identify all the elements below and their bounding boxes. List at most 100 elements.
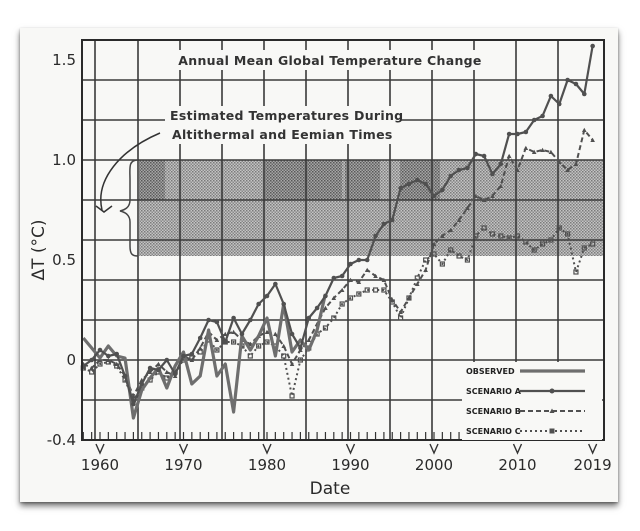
data-point-scenario-b [323, 305, 328, 310]
legend-label-observed: OBSERVED [466, 367, 515, 376]
legend-box [462, 362, 602, 440]
data-point-scenario-b [431, 241, 437, 246]
data-point-scenario-c [473, 233, 479, 239]
data-point-scenario-a [122, 373, 128, 379]
data-point-scenario-a [582, 91, 587, 97]
data-point-scenario-b [264, 329, 270, 334]
data-point-scenario-a [364, 257, 370, 263]
x-axis-tick-labels: 1960 1970 1980 1990 2000 2010 2019 [81, 443, 612, 474]
data-point-scenario-a [331, 275, 337, 281]
x-tick-label: 1960 [81, 456, 119, 474]
data-point-scenario-b [523, 145, 529, 150]
data-point-scenario-b [515, 167, 520, 172]
data-point-scenario-a [323, 293, 328, 299]
data-point-scenario-a [548, 93, 554, 99]
data-point-scenario-b [548, 149, 554, 154]
series-line-scenario-c [82, 227, 594, 401]
annotation-background [165, 106, 400, 144]
data-point-scenario-b [498, 183, 504, 188]
data-point-scenario-c [89, 369, 95, 375]
y-axis-tick-labels: 1.5 1.0 0.5 0 -0.4 [47, 51, 76, 449]
data-point-scenario-b [506, 153, 512, 158]
data-point-scenario-c [581, 245, 587, 251]
data-point-scenario-a [222, 339, 228, 345]
data-point-scenario-b [97, 357, 103, 362]
data-point-scenario-b [306, 337, 312, 342]
data-point-scenario-c [331, 315, 337, 321]
legend-label-scenario-b: SCENARIO B [466, 407, 521, 416]
data-point-scenario-a [214, 319, 220, 325]
shaded-band-dark-patch [265, 160, 342, 200]
data-point-scenario-a [164, 357, 170, 363]
y-tick-label: 0.5 [52, 251, 76, 269]
data-point-scenario-a [381, 221, 387, 227]
x-tick-marker [429, 443, 439, 455]
data-point-scenario-c [514, 233, 521, 239]
data-point-scenario-a [106, 353, 111, 359]
x-tick-label: 1970 [164, 456, 202, 474]
data-point-scenario-b [222, 331, 228, 336]
data-point-scenario-a [440, 187, 445, 193]
data-point-scenario-c [448, 247, 454, 253]
data-point-scenario-a [373, 233, 378, 239]
y-tick-label: 0 [66, 351, 76, 369]
x-tick-label: 1980 [248, 456, 286, 474]
data-point-scenario-a [314, 305, 320, 311]
data-point-scenario-a [147, 365, 153, 371]
x-tick-marker [512, 443, 523, 455]
data-point-scenario-a [531, 117, 537, 123]
data-point-scenario-b [114, 361, 119, 366]
data-point-scenario-a [239, 331, 245, 337]
data-point-scenario-a [515, 131, 520, 137]
data-point-scenario-b [573, 161, 579, 166]
data-point-scenario-a [540, 113, 545, 119]
data-point-scenario-a [231, 315, 236, 321]
x-tick-marker [178, 443, 189, 455]
data-point-scenario-c [247, 353, 253, 359]
data-point-scenario-c [481, 225, 487, 231]
legend: OBSERVED SCENARIO A SCENARIO B SCENARIO C [462, 362, 602, 440]
data-point-scenario-a [565, 77, 570, 83]
data-point-scenario-b [473, 193, 479, 198]
data-point-scenario-b [490, 193, 495, 198]
annotation-brace [119, 159, 139, 257]
x-tick-label: 2000 [415, 456, 453, 474]
data-point-scenario-a [490, 171, 495, 177]
annotation-line-2: Altithermal and Eemian Times [172, 127, 393, 142]
data-point-scenario-b [273, 331, 278, 336]
data-point-scenario-a [556, 101, 562, 107]
series-line-scenario-a [82, 45, 594, 406]
data-point-scenario-c [556, 225, 562, 231]
data-point-scenario-b [448, 227, 453, 232]
data-point-scenario-a [131, 401, 136, 407]
data-point-scenario-b [156, 361, 161, 366]
data-point-scenario-c [523, 239, 529, 245]
data-point-scenario-c [431, 251, 437, 257]
data-point-scenario-a [298, 345, 303, 351]
chart-title: Annual Mean Global Temperature Change [178, 53, 481, 68]
data-point-scenario-b [331, 295, 337, 300]
legend-label-scenario-c: SCENARIO C [466, 427, 521, 436]
data-point-scenario-c [423, 257, 429, 263]
x-tick-marker [345, 443, 356, 455]
data-point-scenario-b [197, 345, 203, 350]
data-point-scenario-c [498, 233, 504, 239]
annotation-line-1: Estimated Temperatures During [170, 108, 403, 123]
legend-marker-scenario-c [549, 428, 555, 434]
data-point-scenario-b [214, 337, 220, 342]
data-point-scenario-a [523, 129, 529, 135]
y-axis-title: ΔT (°C) [29, 219, 49, 280]
data-point-scenario-c [264, 339, 270, 345]
data-point-scenario-a [356, 257, 362, 263]
data-point-scenario-b [289, 361, 295, 366]
data-point-scenario-b [364, 267, 370, 272]
data-point-scenario-a [465, 165, 470, 171]
data-point-scenario-c [164, 375, 170, 381]
data-point-scenario-b [106, 357, 111, 362]
title-background [162, 50, 497, 70]
data-point-scenario-c [339, 301, 345, 307]
data-point-scenario-a [156, 367, 161, 373]
data-point-scenario-c [464, 257, 470, 263]
data-point-scenario-b [582, 127, 587, 132]
x-axis-title: Date [310, 479, 351, 499]
